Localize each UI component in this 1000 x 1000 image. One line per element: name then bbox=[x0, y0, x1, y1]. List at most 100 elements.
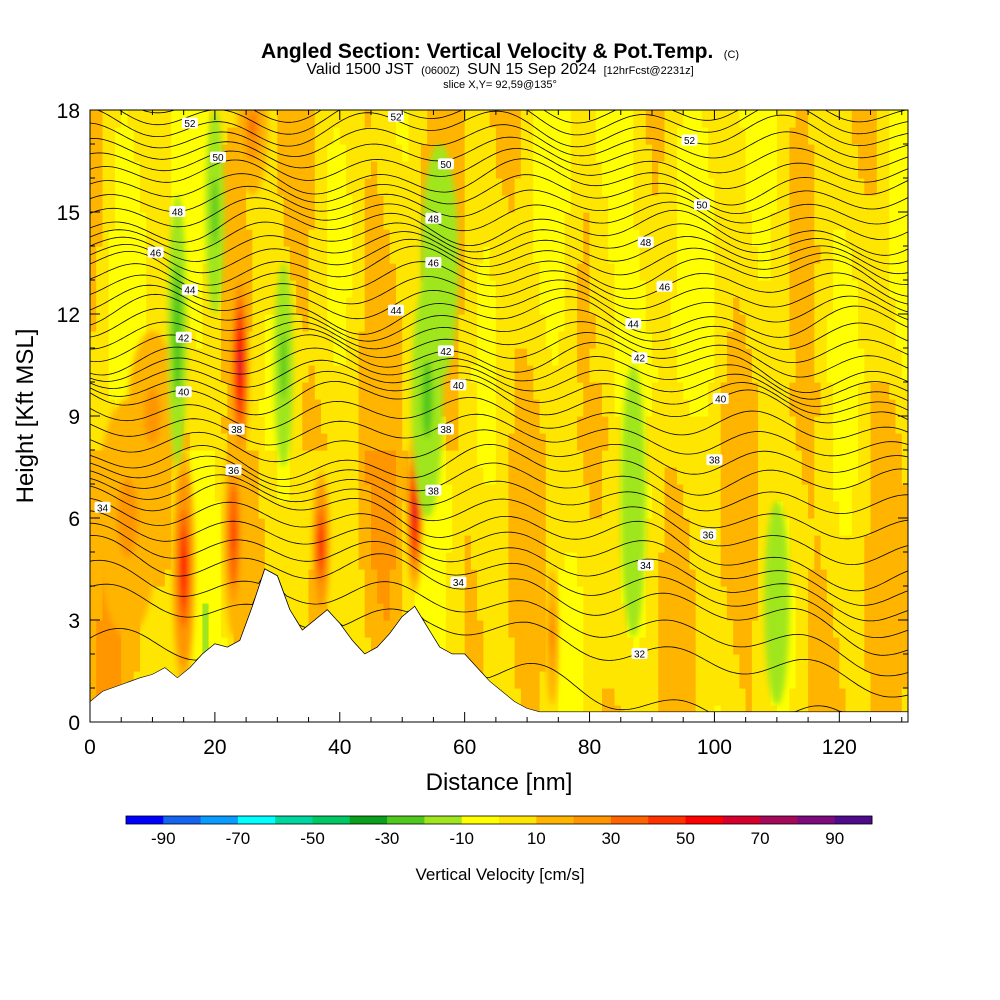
field-cell bbox=[127, 263, 135, 281]
field-cell bbox=[527, 688, 534, 706]
field-cell bbox=[589, 671, 597, 689]
field-cell bbox=[283, 501, 291, 519]
field-cell bbox=[539, 688, 547, 706]
field-cell bbox=[346, 433, 353, 451]
field-cell bbox=[745, 110, 753, 128]
field-cell bbox=[358, 263, 366, 281]
field-cell bbox=[795, 246, 803, 264]
field-cell bbox=[527, 263, 534, 281]
field-cell bbox=[439, 399, 447, 417]
field-cell bbox=[452, 161, 459, 179]
theta-contour-line bbox=[90, 321, 908, 364]
field-cell bbox=[776, 195, 784, 213]
field-cell bbox=[377, 535, 384, 553]
theta-contour-line bbox=[90, 413, 908, 457]
field-cell bbox=[645, 110, 653, 128]
field-cell bbox=[652, 620, 659, 638]
field-cell bbox=[483, 433, 491, 451]
field-cell bbox=[564, 331, 572, 349]
theta-contour-label: 46 bbox=[147, 246, 164, 259]
field-cell bbox=[876, 416, 884, 434]
field-cell bbox=[577, 501, 584, 519]
field-cell bbox=[296, 348, 303, 366]
field-cell bbox=[614, 161, 622, 179]
field-cell bbox=[246, 484, 253, 502]
field-cell bbox=[533, 654, 541, 672]
field-cell bbox=[508, 127, 516, 145]
field-cell bbox=[539, 365, 547, 383]
field-cell bbox=[470, 501, 478, 519]
field-cell bbox=[102, 195, 110, 213]
field-cell bbox=[851, 518, 859, 536]
field-cell bbox=[389, 552, 397, 570]
field-cell bbox=[901, 620, 908, 638]
field-cell bbox=[514, 382, 522, 400]
field-cell bbox=[751, 637, 759, 655]
field-cell bbox=[826, 348, 834, 366]
field-cell bbox=[308, 365, 316, 383]
field-cell bbox=[121, 654, 128, 672]
field-cell bbox=[570, 586, 578, 604]
field-cell bbox=[733, 382, 740, 400]
theta-contour-label-text: 38 bbox=[428, 486, 440, 497]
field-cell bbox=[664, 603, 672, 621]
field-cell bbox=[652, 144, 659, 162]
field-cell bbox=[652, 433, 659, 451]
field-cell bbox=[477, 603, 484, 621]
field-cell bbox=[558, 365, 566, 383]
field-cell bbox=[202, 246, 210, 264]
field-cell bbox=[483, 365, 491, 383]
field-cell bbox=[289, 484, 297, 502]
field-cell bbox=[670, 127, 678, 145]
field-cell bbox=[833, 161, 840, 179]
field-cell bbox=[346, 620, 353, 638]
field-cell bbox=[477, 314, 484, 332]
field-cell bbox=[670, 178, 678, 196]
field-cell bbox=[271, 144, 278, 162]
field-cell bbox=[758, 246, 765, 264]
field-cell bbox=[327, 280, 335, 298]
field-cell bbox=[227, 263, 235, 281]
field-cell bbox=[458, 365, 466, 383]
field-cell bbox=[239, 620, 247, 638]
field-cell bbox=[489, 280, 497, 298]
field-cell bbox=[377, 399, 384, 417]
field-cell bbox=[470, 450, 478, 468]
field-cell bbox=[883, 450, 890, 468]
theta-contours bbox=[90, 110, 908, 713]
field-cell bbox=[545, 229, 553, 247]
field-cell bbox=[714, 331, 722, 349]
field-cell bbox=[339, 212, 347, 230]
field-cell bbox=[627, 246, 634, 264]
field-cell bbox=[520, 688, 528, 706]
field-cell bbox=[520, 144, 528, 162]
field-cell bbox=[495, 263, 503, 281]
field-cell bbox=[845, 671, 853, 689]
field-cell bbox=[502, 280, 509, 298]
field-cell bbox=[814, 416, 822, 434]
field-cell bbox=[845, 569, 853, 587]
field-cell bbox=[489, 144, 497, 162]
field-cell bbox=[239, 467, 247, 485]
field-cell bbox=[140, 297, 147, 315]
theta-contour-label: 36 bbox=[700, 529, 717, 542]
theta-contour-line bbox=[90, 274, 908, 313]
field-cell bbox=[795, 450, 803, 468]
field-cell bbox=[502, 144, 509, 162]
field-cell bbox=[302, 365, 310, 383]
field-cell bbox=[533, 110, 541, 128]
field-cell bbox=[389, 365, 397, 383]
field-cell bbox=[258, 246, 266, 264]
field-cell bbox=[839, 161, 847, 179]
field-cell bbox=[745, 569, 753, 587]
field-cell bbox=[183, 314, 191, 332]
field-cell bbox=[689, 671, 697, 689]
field-cell bbox=[833, 382, 840, 400]
field-cell bbox=[858, 484, 865, 502]
field-cell bbox=[90, 331, 97, 349]
field-cell bbox=[870, 246, 878, 264]
field-cell bbox=[845, 450, 853, 468]
field-cell bbox=[708, 246, 715, 264]
field-cell bbox=[620, 178, 628, 196]
field-cell bbox=[589, 518, 597, 536]
